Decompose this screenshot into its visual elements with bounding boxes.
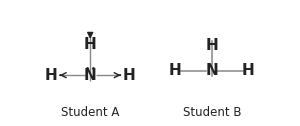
Text: H: H	[123, 68, 135, 83]
Text: N: N	[206, 63, 218, 78]
Text: H: H	[45, 68, 58, 83]
Text: H: H	[169, 63, 182, 78]
Text: H: H	[206, 38, 218, 53]
Text: H: H	[242, 63, 255, 78]
Text: Student A: Student A	[61, 106, 119, 119]
Text: N: N	[84, 68, 97, 83]
Text: Student B: Student B	[183, 106, 241, 119]
Text: H: H	[84, 37, 97, 52]
